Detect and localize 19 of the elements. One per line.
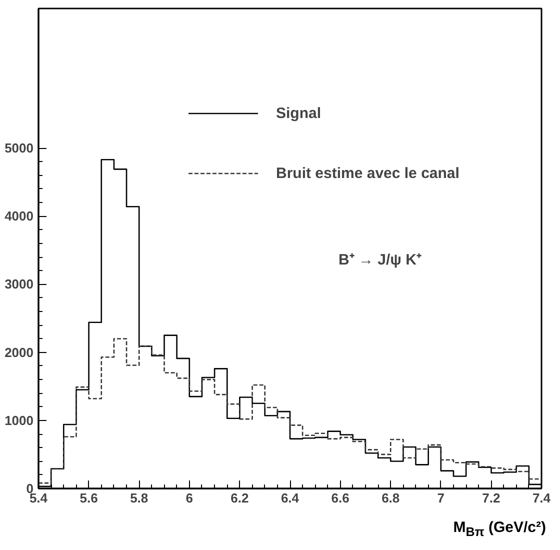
x-tick-label: 7.4: [532, 490, 552, 506]
legend-label: Bruit estime avec le canal: [276, 164, 460, 182]
x-tick-label: 6.4: [280, 490, 300, 506]
x-tick-label: 5.8: [130, 490, 148, 506]
annotation: B⁺ → J/ψ K⁺: [338, 252, 422, 268]
x-tick-label: 6: [186, 490, 194, 506]
x-tick-label: 6.8: [382, 490, 400, 506]
y-tick-label: 5000: [4, 140, 34, 156]
legend-label: Signal: [276, 104, 322, 122]
y-tick-label: 2000: [4, 344, 34, 360]
x-tick-label: 6.2: [230, 490, 249, 506]
x-tick-label: 5.6: [80, 490, 98, 506]
y-tick-label: 4000: [4, 208, 34, 224]
x-tick-label: 7: [437, 490, 445, 506]
x-tick-label: 6.6: [331, 490, 350, 506]
y-tick-label: 3000: [4, 276, 34, 292]
x-axis-title: M$_{Bπ}$ (GeV/c²): [453, 518, 546, 541]
x-tick-label: 7.2: [482, 490, 500, 506]
y-tick-label: 1000: [4, 412, 34, 428]
